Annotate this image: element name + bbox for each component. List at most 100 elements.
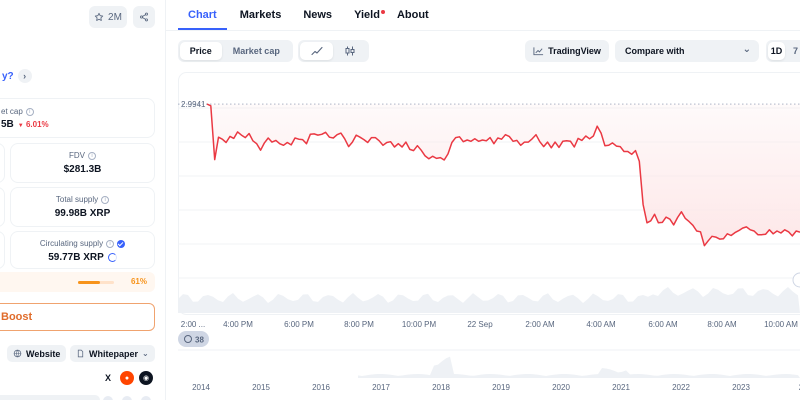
notification-dot xyxy=(380,10,385,14)
tab-news[interactable]: News xyxy=(303,0,332,30)
hint-text: y? xyxy=(2,70,14,82)
navigator-year-label: 2021 xyxy=(612,383,630,392)
chevron-right-icon: › xyxy=(17,69,32,83)
whitepaper-label: Whitepaper xyxy=(89,348,139,359)
x-axis-tick-label: 2:00 AM xyxy=(525,320,555,329)
total-supply-label-row: Total supply i xyxy=(11,195,154,204)
line-chart-icon xyxy=(310,46,323,56)
total-supply-label: Total supply xyxy=(55,195,99,204)
navigator-year-label: 2017 xyxy=(372,383,390,392)
whitepaper-dropdown[interactable]: Whitepaper ⌄ xyxy=(70,345,155,362)
github-icon[interactable]: ◉ xyxy=(139,371,153,385)
compare-with-placeholder: Compare with xyxy=(625,46,685,56)
price-marketcap-toggle: Price Market cap xyxy=(178,40,293,62)
price-chart-svg: 2.9941 2:00 ... 4:00 PM 6:00 PM 8:00 PM 10:00… xyxy=(178,72,800,392)
range-7d-button[interactable]: 7 xyxy=(787,42,800,60)
volume-badge-value: 38 xyxy=(195,336,204,345)
range-1d-button[interactable]: 1D xyxy=(768,42,785,60)
x-axis-tick-label: 2:00 ... xyxy=(181,320,205,329)
circulating-supply-card[interactable]: Circulating supply i 59.77B XRP xyxy=(10,231,155,269)
price-area-fill xyxy=(207,104,800,246)
circulating-supply-value: 59.77B XRP xyxy=(48,252,104,263)
x-icon[interactable]: X xyxy=(104,373,111,383)
tab-yield[interactable]: Yield xyxy=(354,0,385,30)
tab-yield-label: Yield xyxy=(354,9,380,21)
fdv-label: FDV xyxy=(69,151,85,160)
boost-label: Boost xyxy=(1,311,33,323)
tradingview-label: TradingView xyxy=(548,46,601,56)
market-cap-toggle-label: Market cap xyxy=(232,46,280,56)
volume-badge xyxy=(178,331,209,347)
price-chart[interactable]: 2.9941 2:00 ... 4:00 PM 6:00 PM 8:00 PM 10:00… xyxy=(178,72,800,400)
circulating-supply-value-row: 59.77B XRP xyxy=(11,252,154,263)
watchlist-button[interactable]: 2M xyxy=(89,6,127,28)
navigator-year-label: 2018 xyxy=(432,383,450,392)
tag-row-partial xyxy=(0,395,100,400)
fdv-card[interactable]: FDV i $281.3B xyxy=(10,143,155,183)
star-icon xyxy=(94,12,104,21)
market-cap-card[interactable]: et cap i 5B ▼ 6.01% xyxy=(0,98,155,138)
x-axis-tick-label: 8:00 AM xyxy=(707,320,737,329)
progress-fill xyxy=(78,281,100,284)
candlestick-chart-button[interactable] xyxy=(333,42,366,60)
website-label: Website xyxy=(26,348,61,359)
compare-with-select[interactable]: Compare with ⌄ xyxy=(615,40,759,62)
caret-down-icon: ▼ xyxy=(17,123,24,129)
watchlist-count: 2M xyxy=(108,11,122,23)
price-toggle-label: Price xyxy=(189,46,212,56)
share-button[interactable] xyxy=(133,6,155,28)
globe-icon xyxy=(13,349,22,358)
market-cap-label: et cap xyxy=(1,107,23,116)
navigator-year-label: 2019 xyxy=(492,383,510,392)
chevron-down-icon: ⌄ xyxy=(742,44,751,55)
total-supply-card[interactable]: Total supply i 99.98B XRP xyxy=(10,187,155,227)
x-axis-tick-label: 8:00 PM xyxy=(344,320,374,329)
time-range-toggle: 1D 7 xyxy=(766,40,800,62)
tab-about[interactable]: About xyxy=(397,0,429,30)
progress-track xyxy=(78,281,114,284)
market-cap-value-row: 5B ▼ 6.01% xyxy=(1,119,49,130)
info-icon[interactable]: i xyxy=(25,107,34,116)
range-1d-label: 1D xyxy=(770,46,783,56)
line-chart-button[interactable] xyxy=(300,42,333,60)
tab-about-label: About xyxy=(396,9,429,21)
content-tabs: Chart Markets News Yield About xyxy=(178,0,429,30)
info-icon[interactable]: i xyxy=(101,195,110,204)
navigator-year-label: 2016 xyxy=(312,383,330,392)
tradingview-button[interactable]: TradingView xyxy=(525,40,609,62)
x-axis-tick-label: 6:00 AM xyxy=(648,320,678,329)
tab-chart[interactable]: Chart xyxy=(178,0,227,30)
chart-frame xyxy=(178,72,800,315)
market-cap-toggle-button[interactable]: Market cap xyxy=(222,42,291,60)
info-icon[interactable]: i xyxy=(106,239,115,248)
x-axis-tick-label: 6:00 PM xyxy=(284,320,314,329)
share-icon xyxy=(140,12,148,22)
market-cap-value: 5B xyxy=(1,119,14,130)
coin-info-panel: 2M y? › et cap i 5B ▼ 6.01% FDV i $281.3… xyxy=(0,0,166,400)
chart-handle xyxy=(792,272,800,288)
fdv-label-row: FDV i xyxy=(11,151,154,160)
tabs-divider xyxy=(166,30,800,31)
supply-progress-row: 61% xyxy=(0,272,155,292)
tab-markets[interactable]: Markets xyxy=(240,0,282,30)
circulating-supply-label-row: Circulating supply i xyxy=(11,239,154,248)
info-icon[interactable]: i xyxy=(88,151,96,160)
market-cap-label-row: et cap i xyxy=(1,107,34,116)
reddit-icon[interactable]: ● xyxy=(120,371,134,385)
chart-type-toggle xyxy=(298,40,369,62)
market-cap-change-value: 6.01% xyxy=(25,120,49,129)
navigator-year-label: 2023 xyxy=(732,383,750,392)
x-axis-tick-label: 10:00 AM xyxy=(764,320,798,329)
x-axis-tick-label: 10:00 PM xyxy=(402,320,437,329)
info-hint-link[interactable]: y? › xyxy=(0,68,36,84)
tab-chart-label: Chart xyxy=(188,9,217,21)
boost-button[interactable]: Boost xyxy=(0,303,155,331)
website-link[interactable]: Website xyxy=(7,345,67,362)
navigator-year-label: 2014 xyxy=(192,383,210,392)
partial-icon xyxy=(141,396,151,400)
tab-news-label: News xyxy=(303,9,333,21)
x-axis-tick-label: 4:00 AM xyxy=(586,320,616,329)
price-toggle-button[interactable]: Price xyxy=(180,42,222,60)
stat-card-partial xyxy=(0,143,5,183)
document-icon xyxy=(77,349,84,358)
